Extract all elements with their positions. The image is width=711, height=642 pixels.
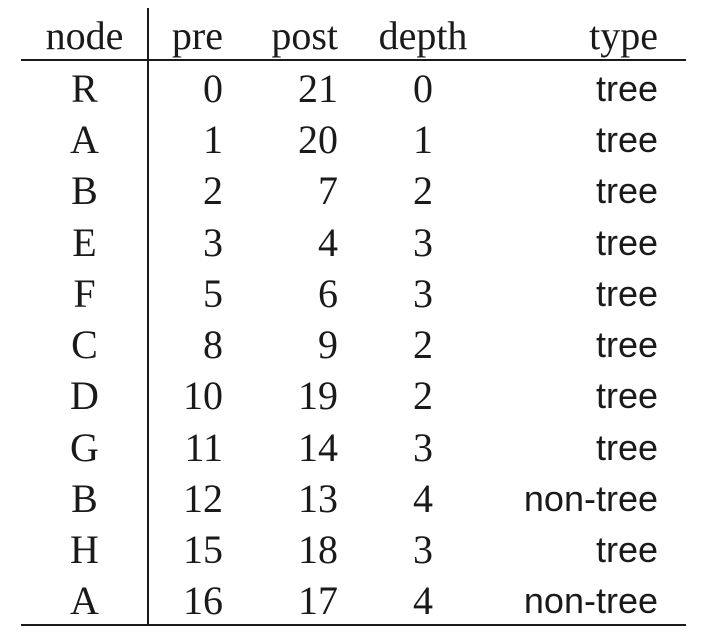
cell-pre: 12 xyxy=(183,476,223,521)
cell-pre: 1 xyxy=(203,117,223,162)
cell-pre: 16 xyxy=(183,578,223,623)
cell-post: 18 xyxy=(298,527,338,572)
cell-node: H xyxy=(70,527,99,572)
cell-type: tree xyxy=(595,529,658,570)
cell-depth: 3 xyxy=(413,220,433,265)
cell-post: 21 xyxy=(298,66,338,111)
table-row: C 8 9 2 tree xyxy=(21,319,686,370)
cell-post: 6 xyxy=(318,271,338,316)
header-pre: pre xyxy=(171,13,223,58)
header-depth: depth xyxy=(378,13,468,58)
cell-type: non-tree xyxy=(523,580,658,621)
cell-type: tree xyxy=(595,170,658,211)
cell-depth: 3 xyxy=(413,271,433,316)
cell-depth: 3 xyxy=(413,425,433,470)
table-row: R 0 21 0 tree xyxy=(21,63,686,114)
cell-depth: 0 xyxy=(413,66,433,111)
cell-post: 4 xyxy=(318,220,338,265)
cell-pre: 11 xyxy=(184,425,223,470)
cell-type: tree xyxy=(595,68,658,109)
cell-type: tree xyxy=(595,222,658,263)
header-node: node xyxy=(45,13,124,58)
cell-node: C xyxy=(71,322,98,367)
cell-post: 13 xyxy=(298,476,338,521)
header-type: type xyxy=(589,13,658,58)
table-row: H 15 18 3 tree xyxy=(21,524,686,575)
cell-node: F xyxy=(73,271,96,316)
cell-post: 17 xyxy=(298,578,338,623)
cell-post: 9 xyxy=(318,322,338,367)
table-row: B 2 7 2 tree xyxy=(21,165,686,216)
cell-node: E xyxy=(72,220,97,265)
cell-depth: 4 xyxy=(413,578,433,623)
bottom-rule xyxy=(21,624,686,626)
cell-node: A xyxy=(70,578,99,623)
cell-depth: 1 xyxy=(413,117,433,162)
cell-pre: 8 xyxy=(203,322,223,367)
cell-node: B xyxy=(71,476,98,521)
cell-type: tree xyxy=(595,324,658,365)
cell-node: A xyxy=(70,117,99,162)
cell-type: tree xyxy=(595,427,658,468)
cell-depth: 2 xyxy=(413,373,433,418)
cell-node: R xyxy=(71,66,98,111)
cell-pre: 2 xyxy=(203,168,223,213)
cell-pre: 3 xyxy=(203,220,223,265)
cell-type: tree xyxy=(595,273,658,314)
cell-node: D xyxy=(70,373,99,418)
cell-type: tree xyxy=(595,375,658,416)
table-row: D 10 19 2 tree xyxy=(21,370,686,421)
cell-type: non-tree xyxy=(523,478,658,519)
cell-pre: 10 xyxy=(183,373,223,418)
header-post: post xyxy=(271,13,338,58)
cell-post: 20 xyxy=(298,117,338,162)
cell-depth: 3 xyxy=(413,527,433,572)
table-row: B 12 13 4 non-tree xyxy=(21,473,686,524)
cell-pre: 5 xyxy=(203,271,223,316)
table-row: A 16 17 4 non-tree xyxy=(21,575,686,626)
table-row: E 3 4 3 tree xyxy=(21,217,686,268)
table-header-row: node pre post depth type xyxy=(21,10,686,61)
cell-node: B xyxy=(71,168,98,213)
column-divider xyxy=(147,8,149,626)
table-row: G 11 14 3 tree xyxy=(21,422,686,473)
cell-pre: 0 xyxy=(203,66,223,111)
cell-depth: 2 xyxy=(413,168,433,213)
cell-type: tree xyxy=(595,119,658,160)
cell-depth: 4 xyxy=(413,476,433,521)
cell-post: 14 xyxy=(298,425,338,470)
cell-post: 19 xyxy=(298,373,338,418)
cell-depth: 2 xyxy=(413,322,433,367)
table-row: A 1 20 1 tree xyxy=(21,114,686,165)
cell-pre: 15 xyxy=(183,527,223,572)
cell-node: G xyxy=(70,425,99,470)
cell-post: 7 xyxy=(318,168,338,213)
header-rule xyxy=(21,59,686,61)
table-row: F 5 6 3 tree xyxy=(21,268,686,319)
